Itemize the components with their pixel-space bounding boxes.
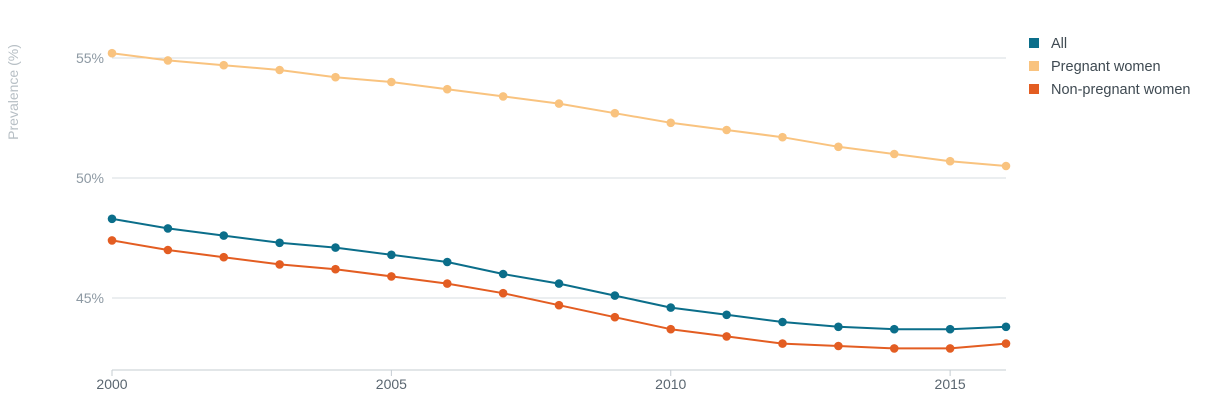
data-point — [945, 324, 955, 334]
data-point — [107, 236, 117, 245]
series-line — [111, 239, 1007, 350]
legend-swatch — [1029, 61, 1039, 71]
x-tick-label: 2005 — [376, 376, 407, 392]
data-point — [275, 238, 284, 248]
data-point — [1001, 322, 1011, 332]
legend-label: All — [1051, 36, 1067, 52]
series-lines — [107, 48, 1011, 353]
data-point — [778, 132, 787, 142]
data-point — [666, 118, 676, 128]
y-axis-title: Prevalence (%) — [5, 44, 21, 140]
data-point — [610, 108, 620, 118]
gridlines — [112, 57, 1006, 299]
data-point — [442, 257, 452, 267]
data-point — [498, 269, 508, 279]
data-point — [610, 312, 620, 322]
data-point — [834, 341, 843, 351]
data-point — [275, 65, 284, 75]
data-point — [163, 56, 173, 65]
data-point — [107, 48, 117, 58]
data-point — [219, 252, 229, 262]
data-point — [722, 125, 731, 135]
data-point — [331, 243, 340, 252]
data-point — [945, 344, 955, 353]
y-tick-label: 55% — [76, 50, 104, 66]
x-tick-label: 2000 — [96, 376, 127, 392]
legend-swatch — [1029, 84, 1039, 94]
data-point — [554, 279, 564, 288]
data-point — [666, 324, 676, 334]
data-point — [387, 250, 396, 260]
data-point — [778, 317, 787, 327]
data-point — [889, 324, 899, 334]
x-tick-label: 2015 — [935, 376, 966, 392]
legend: All Pregnant women Non-pregnant women — [1029, 36, 1190, 98]
data-point — [331, 72, 340, 82]
data-point — [275, 260, 284, 269]
y-tick-label: 50% — [76, 170, 104, 186]
data-point — [778, 339, 787, 348]
data-point — [387, 272, 396, 281]
series-pregnant-women — [107, 48, 1011, 171]
data-point — [163, 245, 173, 255]
series-all — [107, 214, 1011, 334]
data-point — [442, 279, 452, 288]
data-point — [610, 291, 620, 300]
data-point — [163, 224, 173, 233]
data-point — [834, 322, 843, 332]
data-point — [722, 310, 731, 320]
data-point — [387, 77, 396, 87]
data-point — [442, 84, 452, 94]
x-tick-label: 2010 — [655, 376, 686, 392]
series-line — [111, 217, 1007, 331]
data-point — [498, 288, 508, 298]
series-line — [111, 52, 1007, 167]
series-non-pregnant-women — [107, 236, 1011, 353]
legend-label: Pregnant women — [1051, 59, 1161, 75]
data-point — [834, 142, 843, 152]
data-point — [219, 60, 229, 70]
data-point — [945, 156, 955, 166]
data-point — [219, 231, 229, 240]
data-point — [889, 149, 899, 159]
data-point — [554, 300, 564, 310]
legend-swatch — [1029, 38, 1039, 48]
y-tick-label: 45% — [76, 290, 104, 306]
data-point — [107, 214, 117, 224]
data-point — [889, 344, 899, 353]
data-point — [498, 92, 508, 101]
data-point — [1001, 339, 1011, 348]
data-point — [554, 99, 564, 108]
data-point — [722, 332, 731, 341]
data-point — [331, 264, 340, 274]
axes: 45% 50% 55% 2000 2005 2010 2015 — [76, 50, 1006, 392]
legend-label: Non-pregnant women — [1051, 82, 1190, 98]
data-point — [1001, 161, 1011, 171]
data-point — [666, 303, 676, 312]
